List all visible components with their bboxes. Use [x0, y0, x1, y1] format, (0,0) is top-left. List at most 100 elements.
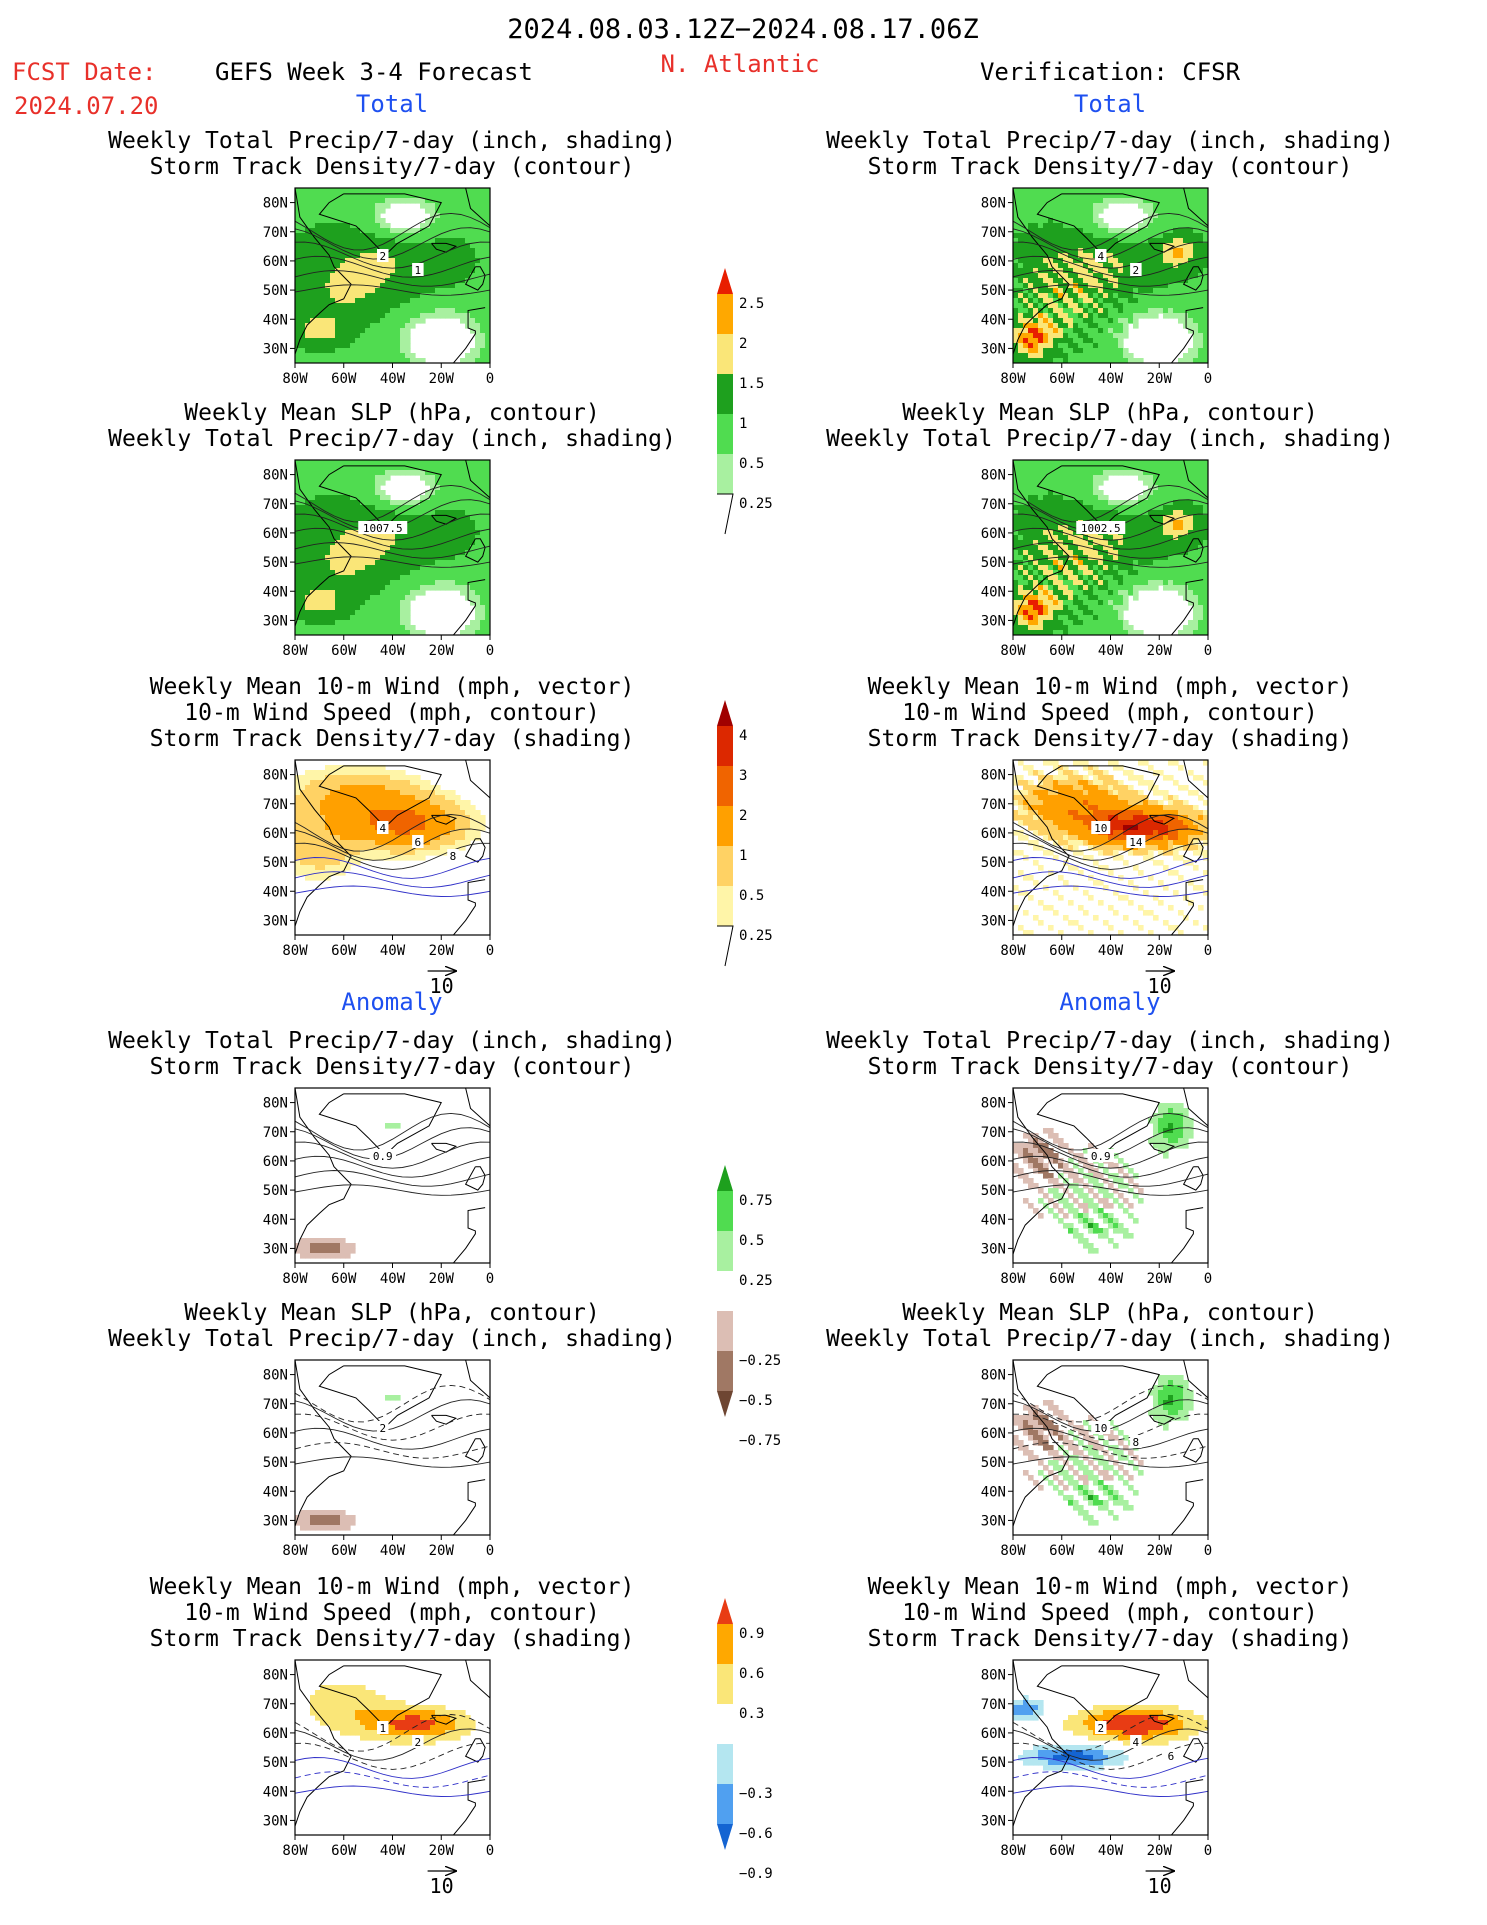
- right_total_wind-contour-label-0: 10: [1094, 822, 1107, 835]
- left-anom-slp_precip-lon-label-3: 20W: [429, 1543, 455, 1559]
- anom-precip-colorbar-label-4: −0.5: [739, 1393, 773, 1409]
- anom-track-colorbar-segment-5: [717, 1784, 733, 1824]
- right_total_precip-contour-label-1: 2: [1133, 264, 1140, 277]
- model-title: GEFS Week 3-4 Forecast: [215, 58, 533, 86]
- left-total-wind_track-lon-label-1: 60W: [331, 943, 357, 959]
- right-total-precip_track-title-2: Storm Track Density/7-day (contour): [868, 154, 1353, 180]
- right-anom-precip_track-title-1: Weekly Total Precip/7-day (inch, shading…: [826, 1028, 1394, 1054]
- left-total-slp_precip-lon-label-1: 60W: [331, 643, 357, 659]
- right-anom-slp_precip-lon-label-0: 80W: [1000, 1543, 1026, 1559]
- left_anom_slp-contour-label-bg-0: [377, 1421, 389, 1434]
- left-total-wind_track-title-1: Weekly Mean 10-m Wind (mph, vector): [150, 674, 635, 700]
- left-anom-slp_precip-lat-label-0: 80N: [263, 1368, 288, 1384]
- total-precip-colorbar-bottom-tail: [717, 493, 734, 535]
- anom-precip-colorbar-segment-1: [717, 1191, 733, 1231]
- right-anom-wind_track-lat-label-2: 60N: [981, 1726, 1006, 1742]
- anom-track-colorbar-label-1: 0.6: [739, 1666, 764, 1682]
- right-anom-wind_track-lat-label-5: 30N: [981, 1813, 1006, 1829]
- anom-track-colorbar: 0.9 0.6 0.3 −0.3 −0.6 −0.9: [717, 1598, 773, 1882]
- right-anom-slp_precip-lon-label-2: 40W: [1098, 1543, 1124, 1559]
- left-total-wind_track-lat-label-5: 30N: [263, 913, 288, 929]
- left_anom_wind-contour-label-1: 2: [415, 1736, 422, 1749]
- right_total_slp-contour-label-bg-0: [1076, 521, 1126, 534]
- anom-precip-colorbar-segment-5: [717, 1351, 733, 1391]
- right-anom-precip_track-lon-label-0: 80W: [1000, 1271, 1026, 1287]
- left-total-wind_track-lon-label-2: 40W: [380, 943, 406, 959]
- anom-precip-colorbar-label-1: 0.5: [739, 1233, 764, 1249]
- right-anom-precip_track-lat-label-2: 60N: [981, 1154, 1006, 1170]
- left-total-slp_precip-panel: Weekly Mean SLP (hPa, contour)Weekly Tot…: [108, 400, 676, 659]
- right-anom-slp_precip-lon-label-1: 60W: [1049, 1543, 1075, 1559]
- right-total-precip_track-lat-label-3: 50N: [981, 283, 1006, 299]
- left_anom_wind-contour-label-bg-1: [412, 1735, 424, 1748]
- right-total-slp_precip-lon-label-1: 60W: [1049, 643, 1075, 659]
- anom-track-colorbar-segment-1: [717, 1624, 733, 1664]
- anom-precip-colorbar-label-3: −0.25: [739, 1353, 781, 1369]
- right_anom_wind-contour-label-0: 2: [1097, 1722, 1104, 1735]
- right-anom-precip_track-lat-label-4: 40N: [981, 1212, 1006, 1228]
- left-total-precip_track-lon-label-2: 40W: [380, 371, 406, 387]
- total-track-colorbar-label-4: 0.5: [739, 888, 764, 904]
- left-anom-wind_track-contours: [295, 1714, 490, 1797]
- left_total_precip-contour-label-bg-0: [377, 249, 389, 262]
- left-anom-slp_precip-lon-label-2: 40W: [380, 1543, 406, 1559]
- verification-title: Verification: CFSR: [980, 58, 1241, 86]
- right-total-precip_track-lon-label-3: 20W: [1147, 371, 1173, 387]
- total-precip-colorbar-top-triangle: [717, 268, 733, 294]
- left-anom-slp_precip-shading: [295, 1395, 401, 1531]
- right-anom-wind_track-title-1: Weekly Mean 10-m Wind (mph, vector): [868, 1574, 1353, 1600]
- right-total-precip_track-title-1: Weekly Total Precip/7-day (inch, shading…: [826, 128, 1394, 154]
- left-anom-vector-scale-label: 10: [430, 1874, 454, 1898]
- right-anom-slp_precip-title-1: Weekly Mean SLP (hPa, contour): [902, 1300, 1317, 1326]
- anom-precip-colorbar-label-2: 0.25: [739, 1273, 773, 1289]
- right-total-precip_track-panel: Weekly Total Precip/7-day (inch, shading…: [826, 128, 1394, 387]
- left-anom-wind_track-lat-label-2: 60N: [263, 1726, 288, 1742]
- left-anom-wind_track-lat-label-3: 50N: [263, 1755, 288, 1771]
- total-precip-colorbar: 2.5 2 1.5 1 0.5 0.25: [717, 268, 773, 535]
- total-precip-colorbar-segment-5: [717, 454, 733, 494]
- fcst-date-value: 2024.07.20: [14, 92, 159, 120]
- left-total-wind_track-lat-label-3: 50N: [263, 855, 288, 871]
- total-precip-colorbar-label-0: 2.5: [739, 296, 764, 312]
- right-total-wind_track-lon-label-2: 40W: [1098, 943, 1124, 959]
- right-total-slp_precip-lat-label-2: 60N: [981, 526, 1006, 542]
- left-total-precip_track-lon-label-1: 60W: [331, 371, 357, 387]
- right-total-wind_track-lat-label-1: 70N: [981, 797, 1006, 813]
- right-total-slp_precip-lon-label-4: 0: [1204, 643, 1212, 659]
- total-track-colorbar-segment-1: [717, 726, 733, 766]
- left-anom-precip_track-lat-label-5: 30N: [263, 1241, 288, 1257]
- left-anom-slp_precip-lat-label-3: 50N: [263, 1455, 288, 1471]
- left-anom-precip_track-title-2: Storm Track Density/7-day (contour): [150, 1054, 635, 1080]
- right_total_precip-contour-label-0: 4: [1097, 250, 1104, 263]
- right-total-wind_track-lat-label-5: 30N: [981, 913, 1006, 929]
- left-anom-precip_track-lon-label-4: 0: [486, 1271, 494, 1287]
- right-total-precip_track-lon-label-4: 0: [1204, 371, 1212, 387]
- left-total-precip_track-lat-label-1: 70N: [263, 225, 288, 241]
- left-total-precip_track-lat-label-3: 50N: [263, 283, 288, 299]
- total-track-colorbar: 4 3 2 1 0.5 0.25: [717, 700, 773, 967]
- right-total-wind_track-lon-label-0: 80W: [1000, 943, 1026, 959]
- left-anom-precip_track-shading: [295, 1123, 401, 1259]
- left-total-label: Total: [356, 90, 428, 118]
- total-precip-colorbar-label-1: 2: [739, 336, 747, 352]
- right-total-precip_track-lon-label-1: 60W: [1049, 371, 1075, 387]
- right_anom_wind-contour-label-2: 6: [1168, 1750, 1175, 1763]
- left-anom-wind_track-lat-label-1: 70N: [263, 1697, 288, 1713]
- left-total-precip_track-lat-label-4: 40N: [263, 312, 288, 328]
- right-total-precip_track-lat-label-2: 60N: [981, 254, 1006, 270]
- total-precip-colorbar-label-3: 1: [739, 416, 747, 432]
- anom-precip-colorbar-top-triangle: [717, 1165, 733, 1191]
- right_anom_precip-contour-label-bg-0: [1087, 1149, 1114, 1162]
- left-total-wind_track-lat-label-1: 70N: [263, 797, 288, 813]
- left_anom_precip-contour-label-0: 0.9: [373, 1150, 393, 1163]
- left-anom-precip_track-lat-label-3: 50N: [263, 1183, 288, 1199]
- left-total-wind_track-lat-label-0: 80N: [263, 768, 288, 784]
- anom-precip-colorbar-bottom-triangle: [717, 1391, 733, 1417]
- left-total-precip_track-title-1: Weekly Total Precip/7-day (inch, shading…: [108, 128, 676, 154]
- total-precip-colorbar-segment-1: [717, 294, 733, 334]
- left_total_precip-contour-label-bg-1: [412, 263, 424, 276]
- left_total_wind-contour-label-bg-1: [412, 835, 424, 848]
- total-precip-colorbar-segment-3: [717, 374, 733, 414]
- anom-track-colorbar-segment-4: [717, 1744, 733, 1784]
